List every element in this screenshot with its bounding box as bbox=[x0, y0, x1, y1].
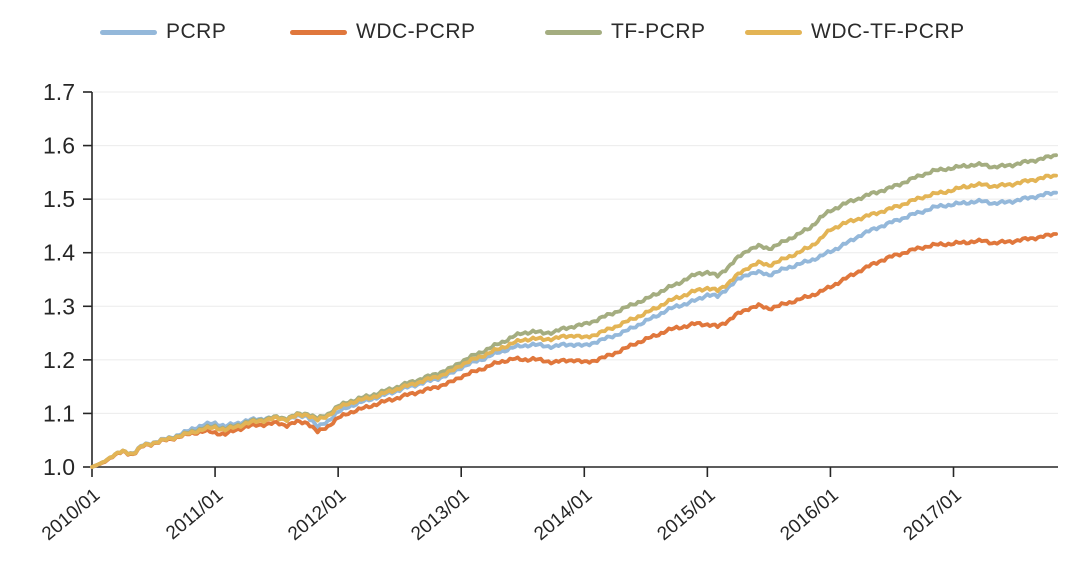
x-axis-tick-label: 2010/01 bbox=[38, 485, 104, 545]
wdc-tf-pcrp-line-swatch-icon bbox=[745, 29, 802, 35]
y-axis-tick-label: 1.7 bbox=[43, 79, 75, 105]
x-axis-tick-label: 2012/01 bbox=[284, 485, 350, 545]
legend-label-tf-pcrp: TF-PCRP bbox=[611, 20, 706, 43]
x-axis-tick-label: 2015/01 bbox=[653, 485, 719, 545]
legend-item-wdc-tf-pcrp: WDC-TF-PCRP bbox=[745, 18, 965, 46]
legend-label-pcrp: PCRP bbox=[166, 20, 227, 43]
x-axis-tick-label: 2016/01 bbox=[777, 485, 843, 545]
x-axis-tick-label: 2017/01 bbox=[900, 485, 966, 545]
y-axis-tick-label: 1.4 bbox=[43, 240, 75, 266]
legend-item-pcrp: PCRP bbox=[100, 18, 226, 46]
y-axis-tick-label: 1.2 bbox=[43, 347, 75, 373]
legend-item-wdc-pcrp: WDC-PCRP bbox=[290, 18, 476, 46]
y-axis-tick-label: 1.3 bbox=[43, 293, 75, 319]
y-axis-tick-label: 1.1 bbox=[43, 400, 75, 426]
y-axis-tick-label: 1.6 bbox=[43, 133, 75, 159]
legend-label-wdc-tf-pcrp: WDC-TF-PCRP bbox=[811, 20, 965, 43]
series-line-wdc-tf-pcrp bbox=[90, 173, 1058, 469]
series-line-wdc-pcrp bbox=[90, 232, 1058, 469]
x-axis-tick-label: 2011/01 bbox=[162, 485, 227, 544]
pcrp-line-swatch-icon bbox=[100, 29, 157, 35]
y-axis-tick-label: 1.5 bbox=[43, 186, 75, 212]
x-axis-tick-label: 2013/01 bbox=[407, 485, 473, 545]
legend-item-tf-pcrp: TF-PCRP bbox=[545, 18, 706, 46]
tf-pcrp-line-swatch-icon bbox=[545, 29, 602, 35]
y-axis-tick-label: 1.0 bbox=[43, 454, 75, 480]
legend-label-wdc-pcrp: WDC-PCRP bbox=[356, 20, 476, 43]
x-axis-tick-label: 2014/01 bbox=[530, 485, 596, 545]
wdc-pcrp-line-swatch-icon bbox=[290, 29, 347, 35]
